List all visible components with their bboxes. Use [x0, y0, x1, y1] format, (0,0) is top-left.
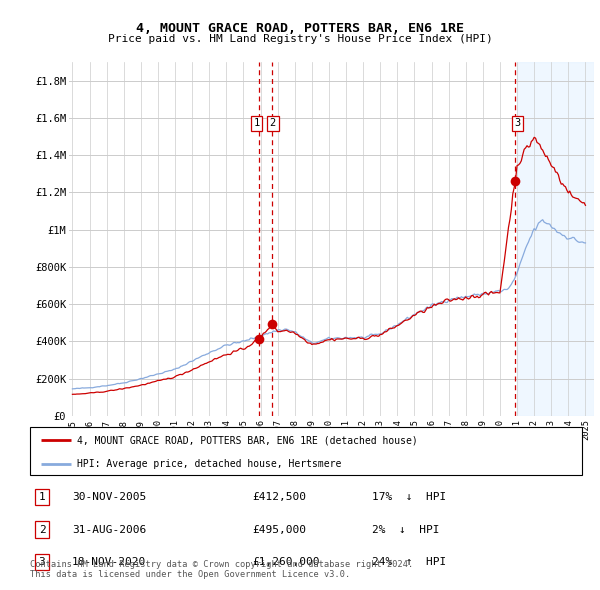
Text: 4, MOUNT GRACE ROAD, POTTERS BAR, EN6 1RE (detached house): 4, MOUNT GRACE ROAD, POTTERS BAR, EN6 1R… — [77, 435, 418, 445]
Text: 1: 1 — [38, 492, 46, 502]
Text: 2: 2 — [38, 525, 46, 535]
Text: HPI: Average price, detached house, Hertsmere: HPI: Average price, detached house, Hert… — [77, 459, 341, 469]
FancyBboxPatch shape — [30, 427, 582, 475]
Text: 2%  ↓  HPI: 2% ↓ HPI — [372, 525, 439, 535]
Text: 17%  ↓  HPI: 17% ↓ HPI — [372, 492, 446, 502]
Bar — [517, 62, 594, 416]
Text: 18-NOV-2020: 18-NOV-2020 — [72, 557, 146, 567]
Text: 24%  ↑  HPI: 24% ↑ HPI — [372, 557, 446, 567]
Text: 30-NOV-2005: 30-NOV-2005 — [72, 492, 146, 502]
Text: 3: 3 — [514, 119, 521, 129]
Text: 2: 2 — [269, 119, 276, 129]
Text: £412,500: £412,500 — [252, 492, 306, 502]
Text: £1,260,000: £1,260,000 — [252, 557, 320, 567]
Text: 3: 3 — [38, 557, 46, 567]
Text: £495,000: £495,000 — [252, 525, 306, 535]
Text: Price paid vs. HM Land Registry's House Price Index (HPI): Price paid vs. HM Land Registry's House … — [107, 34, 493, 44]
Text: 31-AUG-2006: 31-AUG-2006 — [72, 525, 146, 535]
Text: Contains HM Land Registry data © Crown copyright and database right 2024.
This d: Contains HM Land Registry data © Crown c… — [30, 560, 413, 579]
Text: 4, MOUNT GRACE ROAD, POTTERS BAR, EN6 1RE: 4, MOUNT GRACE ROAD, POTTERS BAR, EN6 1R… — [136, 22, 464, 35]
Text: 1: 1 — [253, 119, 260, 129]
